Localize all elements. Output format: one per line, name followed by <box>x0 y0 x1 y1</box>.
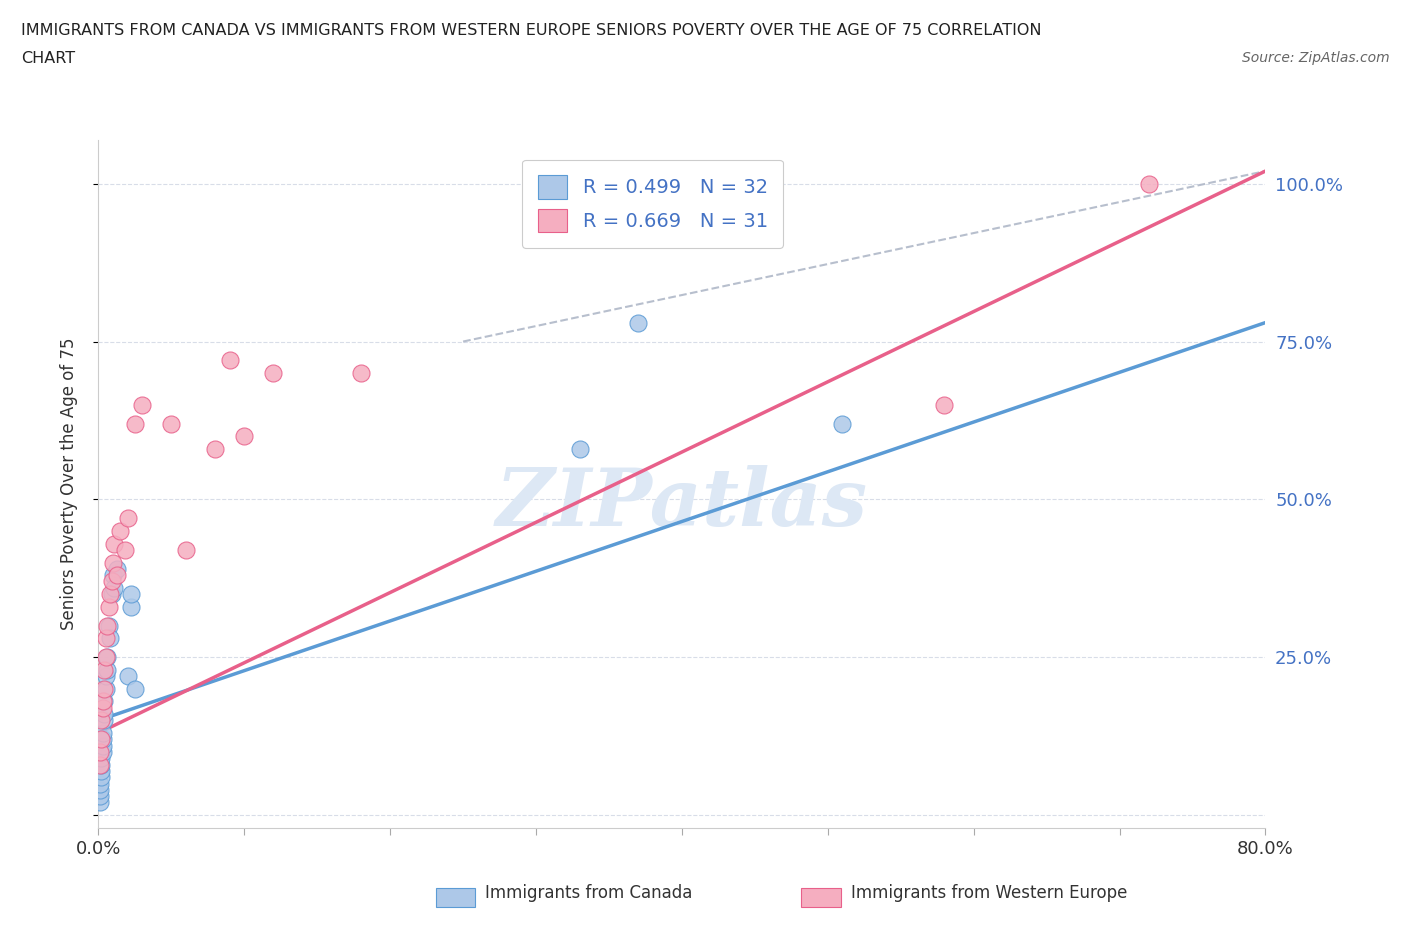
Point <box>90 751 112 765</box>
Text: IMMIGRANTS FROM CANADA VS IMMIGRANTS FROM WESTERN EUROPE SENIORS POVERTY OVER TH: IMMIGRANTS FROM CANADA VS IMMIGRANTS FRO… <box>21 23 1042 38</box>
Point <box>98 631 121 645</box>
Point <box>89 745 111 760</box>
Point <box>218 353 240 368</box>
Point <box>90 770 112 785</box>
Point <box>204 442 226 457</box>
Point <box>350 365 373 380</box>
Point <box>93 694 115 709</box>
Point <box>91 738 114 753</box>
Point <box>96 618 118 633</box>
Point <box>91 694 114 709</box>
Point <box>89 782 111 797</box>
Point <box>93 713 115 728</box>
Point <box>94 682 117 697</box>
Point <box>831 417 853 432</box>
Point <box>105 567 128 582</box>
Point <box>98 587 121 602</box>
Point <box>124 417 146 432</box>
Point <box>94 669 117 684</box>
Point <box>97 599 120 614</box>
Point <box>89 757 111 772</box>
Point <box>103 580 125 595</box>
Point <box>100 574 122 589</box>
Point <box>91 725 114 740</box>
Point <box>94 631 117 645</box>
Point <box>90 757 112 772</box>
Point <box>93 682 115 697</box>
Point <box>114 542 136 557</box>
Point <box>90 732 112 747</box>
Point <box>262 365 284 380</box>
Point <box>124 682 146 697</box>
Point <box>117 511 139 525</box>
Text: ZIPatlas: ZIPatlas <box>496 466 868 543</box>
Text: Immigrants from Canada: Immigrants from Canada <box>485 884 692 902</box>
Text: Immigrants from Western Europe: Immigrants from Western Europe <box>851 884 1128 902</box>
Point <box>160 417 183 432</box>
Point <box>89 795 111 810</box>
Point <box>117 669 139 684</box>
Text: CHART: CHART <box>21 51 75 66</box>
Point <box>89 776 111 790</box>
Point <box>627 315 650 330</box>
Point <box>120 587 142 602</box>
Point <box>233 429 256 444</box>
Text: Source: ZipAtlas.com: Source: ZipAtlas.com <box>1241 51 1389 65</box>
Point <box>120 599 142 614</box>
Point <box>96 650 118 665</box>
Y-axis label: Seniors Poverty Over the Age of 75: Seniors Poverty Over the Age of 75 <box>59 338 77 630</box>
Point <box>91 745 114 760</box>
Point <box>105 562 128 577</box>
Point <box>91 700 114 715</box>
Point <box>934 397 956 412</box>
Point <box>90 713 112 728</box>
Point <box>89 789 111 804</box>
Point <box>94 650 117 665</box>
Point <box>110 524 132 538</box>
Point <box>1137 177 1160 192</box>
Point <box>568 442 591 457</box>
Point <box>100 587 122 602</box>
Point <box>101 555 124 570</box>
Point <box>96 662 118 677</box>
Point <box>101 567 124 582</box>
Point <box>90 764 112 778</box>
Point <box>93 707 115 722</box>
Point <box>97 618 120 633</box>
Point <box>93 662 115 677</box>
Point <box>131 397 153 412</box>
Point <box>91 732 114 747</box>
Point <box>103 536 125 551</box>
Point <box>174 542 197 557</box>
Legend: R = 0.499   N = 32, R = 0.669   N = 31: R = 0.499 N = 32, R = 0.669 N = 31 <box>523 160 783 247</box>
